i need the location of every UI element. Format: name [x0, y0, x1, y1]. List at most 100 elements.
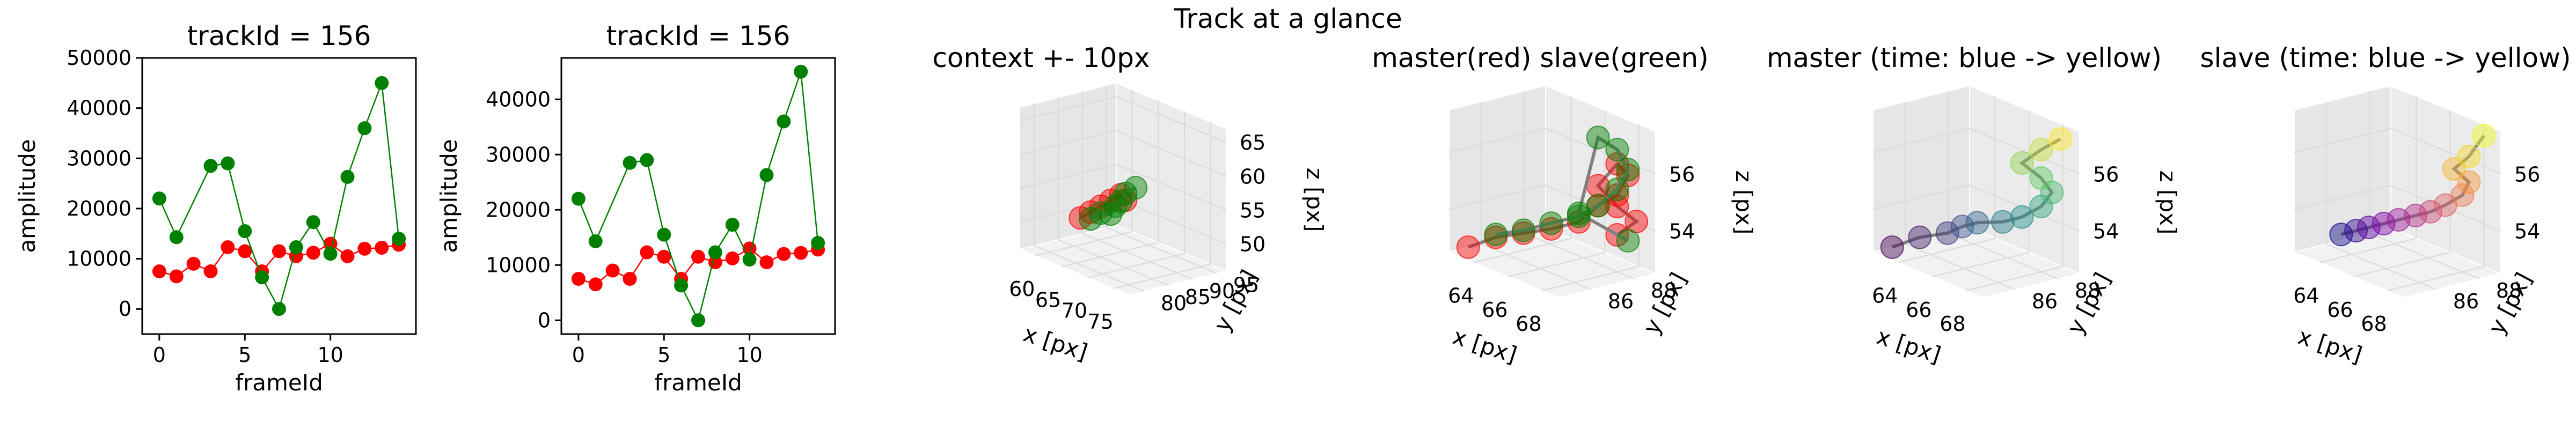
chart4-master-point	[1586, 174, 1610, 198]
chart1-ytick-label: 40000	[67, 97, 131, 120]
chart5-time-track-line	[1891, 137, 2061, 249]
chart2-point-green	[759, 168, 774, 182]
chart2-xlabel: frameId	[654, 369, 742, 396]
chart2-ytick-label: 0	[538, 308, 551, 332]
chart1-point-green	[306, 215, 320, 230]
chart5-ytick-label: 86	[2032, 290, 2058, 313]
chart5-time-point	[1908, 225, 1932, 249]
chart5-time-point	[1880, 235, 1904, 259]
chart1-ytick-label: 30000	[67, 146, 131, 170]
chart2-xtick-label: 5	[657, 343, 670, 367]
chart1-point-green	[357, 121, 372, 136]
chart5-ytick-label: 88	[2075, 279, 2101, 302]
chart6-time-point	[2404, 203, 2428, 227]
chart6-ztick-label: 56	[2514, 163, 2540, 187]
chart2-point-red	[759, 255, 774, 270]
chart2-point-green	[725, 218, 740, 232]
chart6-xtick-label: 66	[2327, 298, 2353, 322]
chart2-title: trackId = 156	[606, 20, 791, 51]
chart4-master-point	[1605, 195, 1629, 219]
chart1-series-green-line	[158, 83, 400, 311]
chart1-ytick-label: 20000	[67, 197, 131, 220]
chart1-point-green	[221, 156, 235, 171]
chart1-point-green	[375, 76, 389, 90]
chart4-grid-z	[1448, 184, 1656, 232]
chart1-xtick-label: 5	[238, 343, 251, 367]
chart2-point-green	[674, 278, 689, 293]
chart5-time-point	[2029, 138, 2053, 162]
chart4-xtick-label: 66	[1482, 298, 1507, 322]
chart6-title: slave (time: blue -> yellow)	[2200, 42, 2571, 73]
chart4-slave-point	[1511, 218, 1535, 242]
chart2-point-red	[777, 247, 791, 261]
chart2-point-red	[571, 272, 586, 286]
chart3-ytick-label: 95	[1233, 273, 1259, 297]
chart4-slave-point	[1605, 138, 1629, 162]
chart1-ytick-label: 0	[119, 297, 131, 321]
chart6-time-point	[2372, 212, 2396, 236]
chart1-ytick-label: 50000	[67, 46, 131, 70]
chart3-title: context +- 10px	[932, 42, 1150, 73]
chart6-ytick-label: 88	[2496, 279, 2522, 302]
chart5-time-point	[2048, 127, 2073, 151]
chart6-time-point	[2329, 223, 2353, 247]
chart3-ytick-label: 80	[1161, 291, 1187, 315]
chart1-point-red	[169, 269, 184, 284]
chart1-point-green	[169, 230, 184, 245]
chart5-time-point	[1935, 221, 1959, 245]
chart3-zlabel: z [px]	[1301, 168, 1328, 232]
chart1-xtick-label: 0	[153, 343, 166, 367]
chart4-slave-point	[1539, 211, 1563, 235]
chart6-time-point	[2418, 199, 2442, 224]
chart4-xlabel: x [px]	[1450, 323, 1520, 368]
chart4-title: master(red) slave(green)	[1372, 42, 1709, 73]
chart3-xlabel: x [px]	[1020, 320, 1091, 365]
chart4-xtick-label: 64	[1448, 284, 1474, 308]
chart4-zlabel: z [px]	[1731, 171, 1757, 235]
chart5-ztick-label: 56	[2093, 163, 2119, 187]
chart2-point-green	[777, 114, 791, 129]
chart6-grid-z	[2294, 184, 2501, 232]
chart6-time-point	[2450, 183, 2475, 207]
chart2-ytick-label: 30000	[486, 143, 551, 166]
chart2-point-green	[742, 252, 757, 267]
chart1-ytick-label: 10000	[67, 247, 131, 271]
chart1-point-red	[306, 246, 320, 260]
chart2-ytick-label: 20000	[486, 198, 551, 221]
chart1-point-red	[221, 240, 235, 255]
chart3-ztick-label: 65	[1240, 131, 1265, 154]
chart1-title: trackId = 156	[187, 20, 371, 51]
chart1-ylabel: amplitude	[14, 139, 40, 253]
chart2-point-green	[811, 236, 825, 250]
chart4-slave-point	[1567, 201, 1591, 225]
chart2-point-green	[640, 153, 654, 167]
chart3-xtick-label: 65	[1035, 288, 1061, 312]
chart4-slave-point	[1586, 125, 1610, 150]
chart1-point-green	[272, 302, 286, 316]
chart3-slave-point	[1109, 189, 1133, 213]
chart1-point-green	[255, 270, 269, 285]
chart4-master-point	[1456, 235, 1480, 259]
chart4-slave-point	[1605, 177, 1629, 202]
chart5-zlabel: z [px]	[2155, 171, 2181, 235]
chart5-time-point	[2010, 151, 2034, 175]
chart1-xtick-label: 10	[317, 343, 343, 367]
chart6-ztick-label: 54	[2514, 220, 2540, 243]
chart4-xtick-label: 68	[1516, 312, 1541, 336]
chart1-point-red	[357, 241, 372, 256]
chart4-ylabel: y [px]	[1638, 268, 1692, 338]
chart4-slave-point	[1484, 223, 1508, 247]
chart5-time-point	[1965, 211, 1989, 235]
chart3-xtick-label: 70	[1062, 299, 1087, 323]
chart5-ztick-label: 54	[2093, 220, 2119, 243]
chart5-grid-z	[1872, 128, 2080, 175]
chart5-xtick-label: 66	[1906, 298, 1931, 322]
chart6-ytick-label: 86	[2453, 290, 2479, 313]
chart1-point-red	[272, 244, 286, 258]
chart5-title: master (time: blue -> yellow)	[1767, 42, 2162, 73]
chart1-point-red	[152, 264, 166, 278]
chart6-xlabel: x [px]	[2295, 323, 2366, 368]
chart1-point-red	[186, 256, 201, 271]
chart3-xtick-label: 60	[1009, 277, 1035, 301]
chart6-xtick-label: 68	[2361, 312, 2387, 336]
